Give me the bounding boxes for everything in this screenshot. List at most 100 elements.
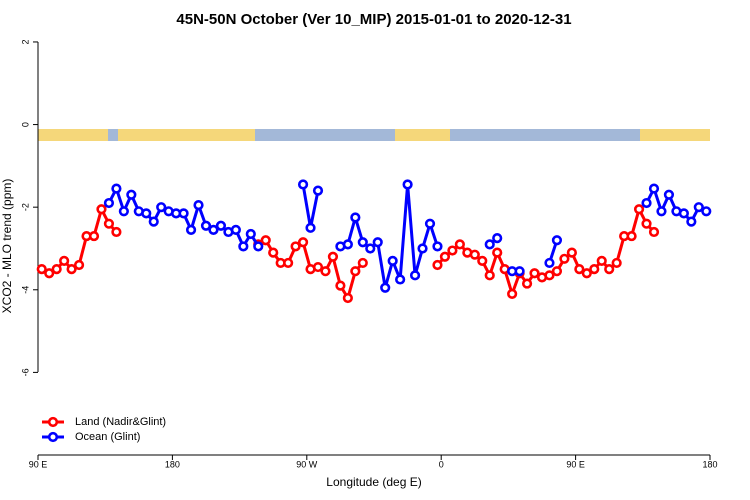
series-line — [41, 207, 656, 300]
point — [148, 216, 159, 227]
point — [424, 218, 436, 229]
point — [439, 251, 451, 262]
point — [245, 228, 256, 240]
point — [395, 274, 406, 285]
point — [663, 189, 675, 200]
point — [141, 208, 152, 219]
point — [693, 202, 704, 213]
y-tick-label: -2 — [20, 203, 30, 211]
point — [111, 226, 122, 238]
point — [335, 280, 346, 291]
y-tick-label: -6 — [20, 368, 30, 376]
point — [648, 226, 660, 238]
point — [589, 264, 600, 275]
point — [268, 247, 279, 258]
point — [350, 212, 361, 223]
legend-label: Land (Nadir&Glint) — [75, 416, 166, 428]
legend-marker — [47, 416, 59, 428]
x-axis-label: Longitude (deg E) — [326, 475, 421, 489]
point — [626, 230, 637, 242]
legend-label: Ocean (Glint) — [75, 431, 140, 443]
point — [529, 268, 540, 279]
point — [641, 197, 652, 209]
land-mask — [38, 129, 710, 141]
point — [514, 266, 525, 277]
point — [544, 270, 555, 281]
point — [551, 235, 563, 246]
x-tick-label: 180 — [702, 459, 717, 469]
point — [297, 237, 309, 248]
point — [66, 264, 77, 275]
point — [88, 230, 100, 242]
point — [387, 255, 398, 266]
point — [492, 233, 503, 244]
point — [701, 206, 712, 217]
point — [260, 235, 271, 246]
point — [118, 206, 129, 217]
series-line — [107, 182, 707, 290]
point — [574, 264, 585, 275]
point — [581, 268, 592, 279]
point — [432, 241, 443, 252]
point — [454, 239, 465, 250]
point — [312, 185, 324, 196]
point — [342, 239, 353, 250]
y-tick-label: 2 — [20, 39, 30, 44]
x-tick-label: 90 E — [566, 459, 585, 469]
point — [409, 270, 421, 281]
y-axis-label: XCO2 - MLO trend (ppm) — [0, 179, 14, 314]
point — [126, 189, 137, 200]
point — [372, 237, 383, 248]
point — [521, 278, 533, 289]
point — [507, 288, 518, 300]
point — [103, 218, 115, 229]
point — [604, 264, 615, 275]
point — [544, 257, 555, 269]
point — [380, 282, 391, 293]
point — [350, 266, 361, 277]
point — [611, 257, 622, 269]
ocean-strip — [108, 129, 118, 141]
point — [185, 224, 197, 235]
point — [200, 220, 212, 231]
point — [484, 270, 495, 281]
point — [312, 261, 324, 273]
legend-marker — [47, 431, 59, 443]
point — [596, 255, 607, 266]
point — [96, 204, 107, 215]
point — [633, 204, 645, 215]
chart-title: 45N-50N October (Ver 10_MIP) 2015-01-01 … — [176, 11, 571, 28]
point — [320, 266, 331, 277]
point — [103, 197, 115, 209]
point — [327, 251, 339, 262]
point — [477, 255, 488, 266]
point — [73, 259, 85, 271]
point — [559, 253, 570, 264]
point — [36, 264, 47, 275]
point — [357, 237, 368, 248]
point — [290, 241, 301, 252]
point — [641, 218, 652, 229]
y-tick-label: -4 — [20, 286, 30, 294]
point — [686, 216, 697, 227]
point — [678, 208, 689, 219]
point — [283, 257, 294, 269]
point — [492, 247, 503, 258]
point — [469, 249, 480, 260]
point — [402, 179, 413, 190]
x-tick-label: 90 E — [29, 459, 48, 469]
point — [484, 239, 495, 250]
point — [357, 257, 368, 269]
point — [51, 264, 62, 275]
point — [566, 247, 577, 258]
point — [215, 220, 227, 231]
point — [193, 200, 204, 211]
point — [156, 202, 167, 213]
point — [551, 266, 563, 277]
point — [178, 208, 189, 219]
point — [253, 241, 264, 252]
ocean-strip — [450, 129, 640, 141]
point — [656, 206, 667, 217]
point — [432, 259, 443, 271]
